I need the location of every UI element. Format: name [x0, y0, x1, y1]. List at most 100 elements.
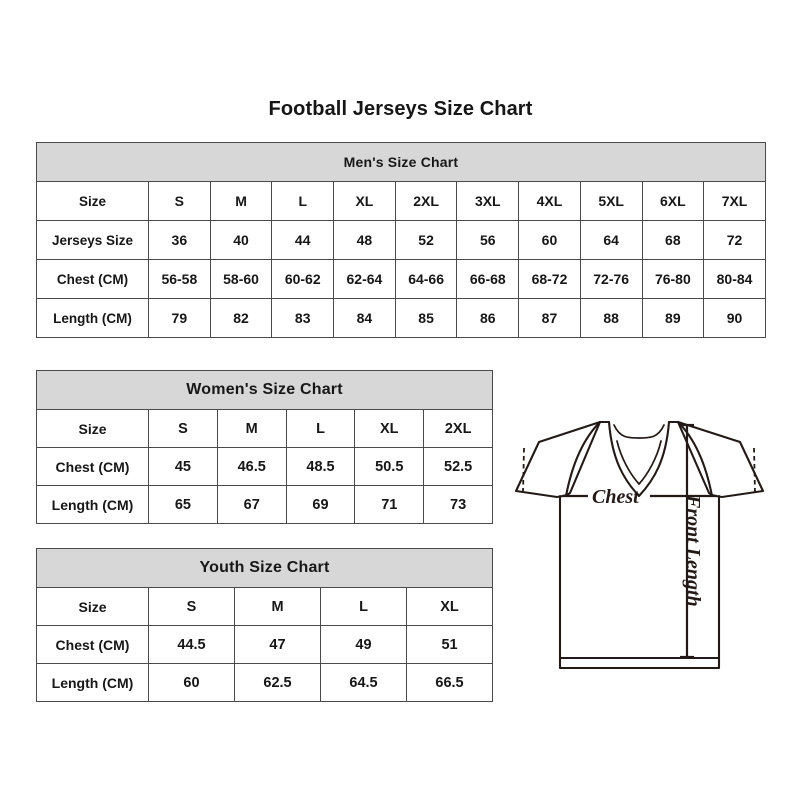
- womens-chart-caption-row: Women's Size Chart: [35, 370, 494, 410]
- womens-size-label: Size: [36, 409, 149, 448]
- left-sleeve-outline: [514, 420, 602, 499]
- womens-size-s: S: [148, 409, 218, 448]
- table-cell: 65: [148, 485, 218, 524]
- table-cell: 66.5: [405, 663, 494, 702]
- table-cell: 89: [641, 298, 705, 338]
- table-cell: 86: [456, 298, 520, 338]
- mens-row-label-length: Length (CM): [36, 298, 149, 338]
- table-cell: 67: [216, 485, 287, 524]
- right-sleeve-outline: [676, 420, 765, 499]
- mens-size-3xl: 3XL: [456, 181, 520, 221]
- mens-chart-caption: Men's Size Chart: [36, 142, 766, 182]
- mens-size-4xl: 4XL: [518, 181, 581, 221]
- table-cell: 52.5: [423, 447, 494, 486]
- table-cell: 64.5: [320, 663, 407, 702]
- table-cell: 68: [641, 220, 705, 260]
- table-row: Jerseys Size 36 40 44 48 52 56 60 64 68 …: [36, 220, 766, 260]
- vneck-outer-collar: [607, 420, 671, 498]
- table-cell: 84: [333, 298, 396, 338]
- page-title: Football Jerseys Size Chart: [268, 98, 533, 120]
- table-cell: 68-72: [518, 259, 581, 299]
- table-cell: 50.5: [354, 447, 425, 486]
- table-cell: 36: [148, 220, 211, 260]
- v-neck-jersey-measurement-diagram: Chest Front Length: [500, 400, 780, 700]
- youth-header-row: Size S M L XL: [36, 587, 494, 626]
- table-cell: 62.5: [234, 663, 321, 702]
- table-cell: 56-58: [148, 259, 211, 299]
- table-row: Length (CM) 79 82 83 84 85 86 87 88 89 9…: [36, 298, 766, 338]
- body-outline: [558, 494, 721, 670]
- womens-row-label-length: Length (CM): [36, 485, 149, 524]
- mens-size-l: L: [271, 181, 335, 221]
- womens-size-chart-table: Women's Size Chart Size S M L XL 2XL Che…: [35, 370, 494, 524]
- table-cell: 46.5: [216, 447, 287, 486]
- table-cell: 60: [148, 663, 235, 702]
- table-cell: 60-62: [271, 259, 335, 299]
- youth-row-label-chest: Chest (CM): [36, 625, 149, 664]
- table-cell: 48: [333, 220, 396, 260]
- table-cell: 66-68: [456, 259, 520, 299]
- womens-size-m: M: [216, 409, 287, 448]
- left-armhole-curve: [564, 420, 602, 498]
- womens-chart-caption: Women's Size Chart: [35, 370, 494, 410]
- table-cell: 44: [271, 220, 335, 260]
- table-cell: 79: [148, 298, 211, 338]
- youth-size-m: M: [234, 587, 321, 626]
- table-cell: 44.5: [148, 625, 235, 664]
- vneck-collar-band-1: [613, 424, 665, 439]
- table-cell: 72: [703, 220, 766, 260]
- table-cell: 90: [703, 298, 766, 338]
- table-cell: 83: [271, 298, 335, 338]
- mens-row-label-chest: Chest (CM): [36, 259, 149, 299]
- chest-dimension-label: Chest: [592, 486, 640, 508]
- table-cell: 72-76: [579, 259, 643, 299]
- mens-size-6xl: 6XL: [641, 181, 705, 221]
- womens-row-label-chest: Chest (CM): [36, 447, 149, 486]
- mens-size-5xl: 5XL: [579, 181, 643, 221]
- table-cell: 45: [148, 447, 218, 486]
- table-row: Length (CM) 60 62.5 64.5 66.5: [36, 663, 494, 702]
- youth-size-chart-table: Youth Size Chart Size S M L XL Chest (CM…: [35, 548, 494, 702]
- youth-size-xl: XL: [405, 587, 494, 626]
- mens-size-2xl: 2XL: [394, 181, 458, 221]
- table-cell: 85: [394, 298, 458, 338]
- table-cell: 76-80: [641, 259, 705, 299]
- mens-size-s: S: [148, 181, 211, 221]
- womens-size-2xl: 2XL: [423, 409, 494, 448]
- mens-size-7xl: 7XL: [703, 181, 766, 221]
- table-cell: 87: [518, 298, 581, 338]
- mens-size-chart-table: Men's Size Chart Size S M L XL 2XL 3XL 4…: [36, 142, 766, 338]
- table-cell: 64-66: [394, 259, 458, 299]
- mens-header-row: Size S M L XL 2XL 3XL 4XL 5XL 6XL 7XL: [36, 181, 766, 221]
- table-row: Chest (CM) 56-58 58-60 60-62 62-64 64-66…: [36, 259, 766, 299]
- table-cell: 60: [518, 220, 581, 260]
- front-length-dimension-label: Front Length: [682, 494, 704, 607]
- table-row: Length (CM) 65 67 69 71 73: [36, 485, 494, 524]
- table-row: Chest (CM) 45 46.5 48.5 50.5 52.5: [36, 447, 494, 486]
- mens-row-label-jerseys-size: Jerseys Size: [36, 220, 149, 260]
- table-row: Chest (CM) 44.5 47 49 51: [36, 625, 494, 664]
- table-cell: 51: [405, 625, 494, 664]
- table-cell: 52: [394, 220, 458, 260]
- left-cuff-dashed-seam: [522, 447, 525, 494]
- table-cell: 69: [285, 485, 356, 524]
- womens-header-row: Size S M L XL 2XL: [36, 409, 494, 448]
- table-cell: 71: [354, 485, 425, 524]
- mens-size-label: Size: [36, 181, 149, 221]
- table-cell: 64: [579, 220, 643, 260]
- youth-size-label: Size: [36, 587, 149, 626]
- table-cell: 47: [234, 625, 321, 664]
- womens-size-l: L: [285, 409, 356, 448]
- right-armhole-curve: [676, 420, 714, 498]
- table-cell: 58-60: [209, 259, 273, 299]
- table-cell: 88: [579, 298, 643, 338]
- youth-size-s: S: [148, 587, 235, 626]
- youth-size-l: L: [320, 587, 407, 626]
- table-cell: 40: [209, 220, 273, 260]
- table-cell: 73: [423, 485, 494, 524]
- mens-size-m: M: [209, 181, 273, 221]
- youth-row-label-length: Length (CM): [36, 663, 149, 702]
- youth-chart-caption: Youth Size Chart: [35, 548, 494, 588]
- table-cell: 49: [320, 625, 407, 664]
- womens-size-xl: XL: [354, 409, 425, 448]
